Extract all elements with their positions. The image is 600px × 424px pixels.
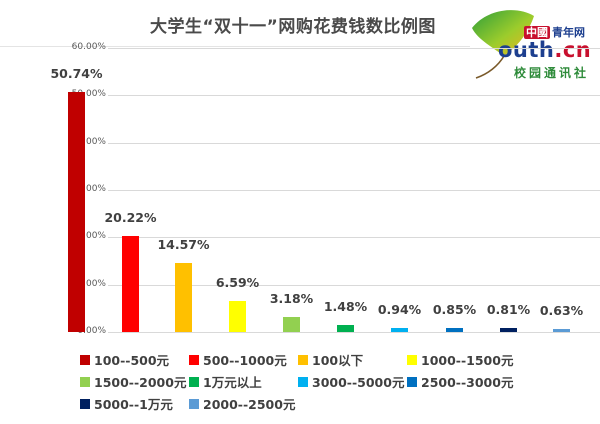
bar (446, 327, 463, 332)
bar-data-label: 50.74% (50, 65, 103, 81)
legend-item: 2000--2500元 (189, 394, 295, 413)
plot-area: 60.00% 50.00% 40.00% 30.00% 20.00% 10.00% 0.00… (50, 42, 600, 336)
bar-data-label: 3.18% (269, 290, 314, 306)
title-divider (0, 46, 470, 47)
legend-label: 100以下 (312, 353, 364, 368)
legend-item: 100--500元 (80, 350, 169, 369)
bar-data-label: 0.94% (377, 301, 422, 317)
gridline (108, 48, 600, 49)
bar (229, 300, 246, 332)
gridline (108, 142, 600, 144)
legend-label: 1500--2000元 (94, 375, 187, 390)
legend-swatch-icon (80, 376, 90, 387)
bar-data-label: 0.63% (539, 303, 584, 319)
gridline (108, 284, 600, 286)
bar-data-label: 20.22% (104, 210, 157, 226)
legend-label: 500--1000元 (203, 353, 287, 368)
legend-item: 5000--1万元 (80, 394, 173, 413)
legend-swatch-icon (298, 376, 308, 387)
legend-swatch-icon (189, 398, 199, 409)
legend-label: 1000--1500元 (421, 353, 514, 368)
bar (553, 329, 570, 332)
legend-label: 5000--1万元 (94, 397, 173, 412)
youth-cn-logo: 中國 青年网 outh.cn 校园通讯社 (468, 4, 598, 80)
y-tick-label: 0.00% (77, 326, 106, 336)
bar (122, 236, 139, 332)
gridline (108, 332, 600, 333)
legend-label: 1万元以上 (203, 375, 262, 390)
legend-swatch-icon (298, 354, 308, 365)
legend-label: 3000--5000元 (312, 375, 405, 390)
bar-data-label: 14.57% (157, 237, 210, 253)
logo-cn-text: 中國 青年网 (524, 26, 585, 39)
chart-title: 大学生“双十一”网购花费钱数比例图 (150, 17, 436, 37)
legend-swatch-icon (407, 354, 417, 365)
bar-data-label: 6.59% (215, 274, 260, 290)
bar (337, 324, 354, 332)
legend-swatch-icon (407, 376, 417, 387)
y-tick-label: 40.00% (71, 136, 106, 147)
y-tick-label: 50.00% (71, 89, 106, 100)
bar-data-label: 0.81% (486, 302, 531, 318)
legend-item: 1500--2000元 (80, 372, 186, 391)
legend-item: 500--1000元 (189, 350, 287, 369)
legend-item: 100以下 (298, 350, 363, 369)
gridline (108, 237, 600, 239)
logo-subtitle: 校园通讯社 (514, 66, 590, 80)
legend-label: 100--500元 (94, 353, 170, 368)
legend-swatch-icon (80, 354, 90, 365)
legend-label: 2500--3000元 (421, 375, 514, 390)
legend-item: 3000--5000元 (298, 372, 404, 391)
bar (391, 327, 408, 332)
legend-item: 2500--3000元 (407, 372, 513, 391)
legend-swatch-icon (189, 354, 199, 365)
bar (68, 91, 85, 332)
y-tick-label: 30.00% (71, 184, 106, 194)
logo-en-text: outh.cn (498, 38, 592, 62)
gridline (108, 190, 600, 191)
legend-swatch-icon (80, 398, 90, 409)
legend-item: 1万元以上 (189, 372, 262, 391)
legend-item: 1000--1500元 (407, 350, 513, 369)
gridline (108, 95, 600, 97)
y-tick-label: 20.00% (71, 231, 106, 242)
bar (500, 328, 517, 332)
bar-data-label: 0.85% (432, 301, 477, 317)
ginkgo-leaf-icon (472, 10, 534, 79)
bar (175, 263, 192, 332)
legend-swatch-icon (189, 376, 199, 387)
bar (283, 316, 300, 332)
y-tick-label: 60.00% (71, 42, 106, 52)
legend-label: 2000--2500元 (203, 397, 296, 412)
y-tick-label: 10.00% (71, 278, 106, 289)
bar-data-label: 1.48% (323, 298, 368, 314)
